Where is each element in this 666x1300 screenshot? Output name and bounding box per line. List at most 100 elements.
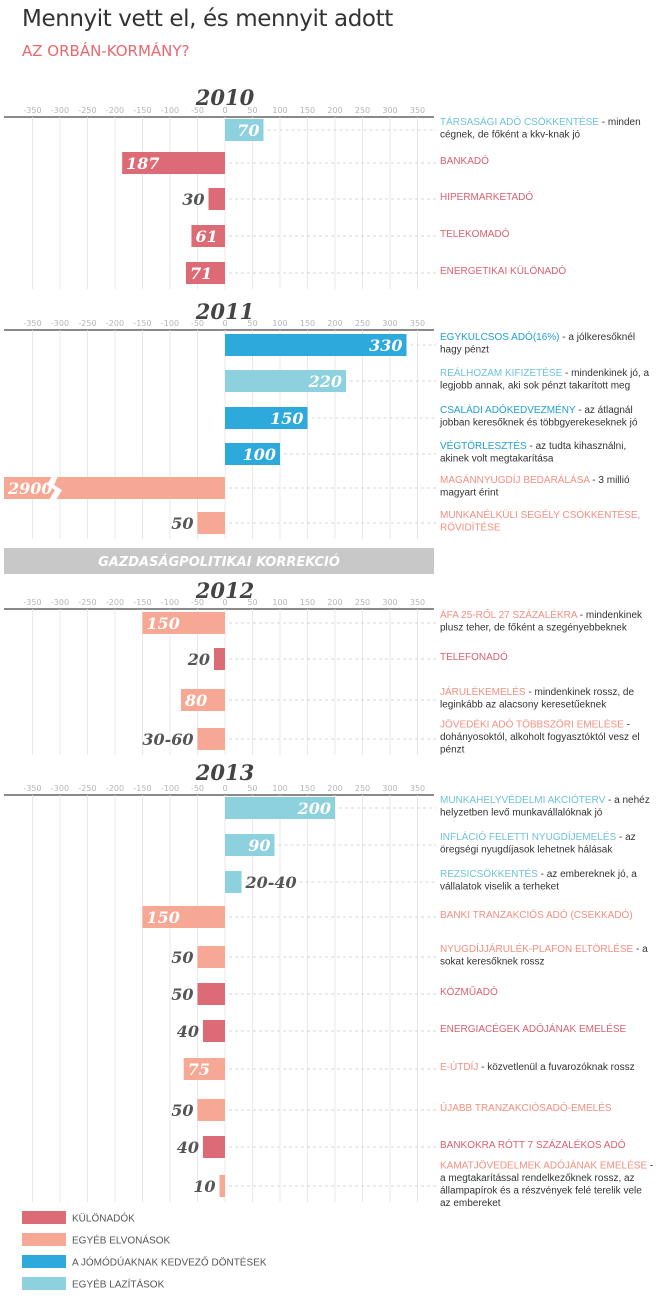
year-title: 2013 [195,760,254,785]
x-tick-label: -200 [106,784,124,793]
x-tick-label: 300 [382,598,397,607]
x-tick-label: 250 [355,319,370,328]
bar [122,152,225,174]
bar-value-label: 20-40 [245,873,297,892]
page-title: Mennyit vett el, és mennyit adott [22,6,393,32]
bar [185,262,225,284]
x-tick-label: 250 [355,106,370,115]
x-tick-label: -250 [78,598,96,607]
bar-description: E-ÚTDÍJ - közvetlenül a fuvarozóknak ros… [440,1060,635,1073]
bar [225,871,242,893]
bar-value-label: 150 [147,908,180,927]
bar-description: TÁRSASÁGI ADÓ CSÖKKENTÉSE - minden cégnek… [440,115,641,141]
x-tick-label: 250 [355,598,370,607]
correction-band-label: GAZDASÁGPOLITIKAI KORREKCIÓ [98,554,340,570]
bar [225,797,335,819]
bar-value-label: 20 [187,650,210,669]
bar-value-label: 50 [171,948,193,967]
year-title: 2010 [195,85,255,110]
bar [203,1136,225,1158]
legend-label: KÜLÖNADÓK [72,1212,135,1225]
x-tick-label: 200 [327,106,342,115]
bar-row: 30-60 JÖVEDÉKI ADÓ TÖBBSZÖRI EMELÉSE -doh… [142,718,639,756]
x-tick-label: -100 [161,784,179,793]
bar-row: 150 CSALÁDI ADÓKEDVEZMÉNY - az átlagnál jo… [225,403,638,429]
bar [225,834,275,856]
bar [203,1020,225,1042]
bar [197,728,225,750]
x-tick-label: 300 [382,784,397,793]
bar-row: 150 ÁFA 25-RŐL 27 SZÁZALÉKRA - mindenkine… [142,607,643,634]
year-section-2011: 2011 -350 -300 -250 -200 -150 -100 -50 0 50 100 150… [4,299,649,539]
bar-row: 330 EGYKULCSOS ADÓ(16%) - a jólkeresőknél… [225,330,635,356]
page-subtitle: AZ ORBÁN-KORMÁNY? [22,42,190,60]
bar-description: INFLÁCIÓ FELETTI NYUGDÍJEMELÉS - az öregs… [440,830,636,856]
x-tick-label: 0 [222,319,227,328]
bar-break-mark [47,476,62,500]
bar [225,407,308,429]
bar-description: MAGÁNNYUGDÍJ BEDARÁLÁSA - 3 millió magyar… [440,473,630,499]
bar-value-label: 200 [297,799,331,818]
bar-row: 40 BANKOKRA RÓTT 7 SZÁZALÉKOS ADÓ [177,1136,626,1158]
x-tick-label: 200 [327,319,342,328]
bar-description: TELEKOMADÓ [440,227,510,240]
bar [197,983,225,1005]
bar [208,188,225,210]
x-tick-label: -100 [161,319,179,328]
bar-description: BANKOKRA RÓTT 7 SZÁZALÉKOS ADÓ [440,1138,626,1151]
bar-row: 20 TELEFONADÓ [187,648,508,670]
bar-value-label: 70 [237,121,259,140]
bar [181,689,225,711]
x-tick-label: -200 [106,319,124,328]
bar-value-label: 80 [184,691,207,710]
year-title: 2012 [195,578,254,603]
x-tick-label: -200 [106,106,124,115]
bar [225,119,264,141]
x-tick-label: -250 [78,319,96,328]
bar-value-label: 75 [188,1060,210,1079]
x-tick-label: 300 [382,319,397,328]
x-tick-label: 350 [410,319,425,328]
legend: KÜLÖNADÓK EGYÉB ELVONÁSOK A JÓMÓDÚAKNAK KE… [22,1211,267,1291]
x-tick-label: -150 [133,106,151,115]
x-tick-label: 100 [272,106,287,115]
x-tick-label: 100 [272,319,287,328]
x-tick-label: -300 [51,319,69,328]
bar-value-label: 150 [147,614,180,633]
x-tick-label: -150 [133,319,151,328]
x-tick-label: -250 [78,784,96,793]
legend-label: A JÓMÓDÚAKNAK KEDVEZŐ DÖNTÉSEK [72,1255,267,1269]
bar [219,1175,225,1197]
bar-row: 50 MUNKANÉLKÜLI SEGÉLY CSÖKKENTÉSE, RÖVIDÍ… [171,508,640,534]
x-tick-label: -350 [23,319,41,328]
bar [197,512,225,534]
bar-row: 2900 MAGÁNNYUGDÍJ BEDARÁLÁSA - 3 millió ma… [4,473,630,500]
x-tick-label: -300 [51,784,69,793]
legend-swatch [22,1211,66,1224]
bar-row: 71 ENERGETIKAI KÜLÖNADÓ [185,262,566,284]
bar-description: TELEFONADÓ [440,650,508,663]
bar [197,1099,225,1121]
x-tick-label: 200 [327,784,342,793]
bar-description: JÁRULÉKEMELÉS - mindenkinek rossz, de leg… [440,685,634,711]
bar-row: 75 E-ÚTDÍJ - közvetlenül a fuvarozóknak r… [183,1058,635,1080]
bar-row: 80 JÁRULÉKEMELÉS - mindenkinek rossz, de l… [181,685,634,711]
year-section-2010: 2010 -350 -300 -250 -200 -150 -100 -50 0 50 100 150… [4,85,641,289]
x-tick-label: 0 [222,784,227,793]
x-tick-label: 350 [410,598,425,607]
x-tick-label: 100 [272,598,287,607]
legend-swatch [22,1277,66,1290]
bar-description: BANKADÓ [440,154,489,167]
bar [214,648,225,670]
bar [142,906,225,928]
bar-row: 90 INFLÁCIÓ FELETTI NYUGDÍJEMELÉS - az öre… [225,830,636,856]
x-tick-label: 350 [410,106,425,115]
x-tick-label: -350 [23,598,41,607]
bar-row: 200 MUNKAHELYVÉDELMI AKCIÓTERV - a nehéz h… [225,793,650,819]
bar-row: 220 REÁLHOZAM KIFIZETÉSE - mindenkinek jó… [225,366,649,392]
legend-label: EGYÉB ELVONÁSOK [72,1234,171,1247]
bar-description: CSALÁDI ADÓKEDVEZMÉNY - az átlagnál jobba… [439,403,638,429]
bar-value-label: 90 [248,836,270,855]
bar-value-label: 30 [182,190,204,209]
bar-row: 150 BANKI TRANZAKCIÓS ADÓ (CSEKKADÓ) [142,906,633,928]
